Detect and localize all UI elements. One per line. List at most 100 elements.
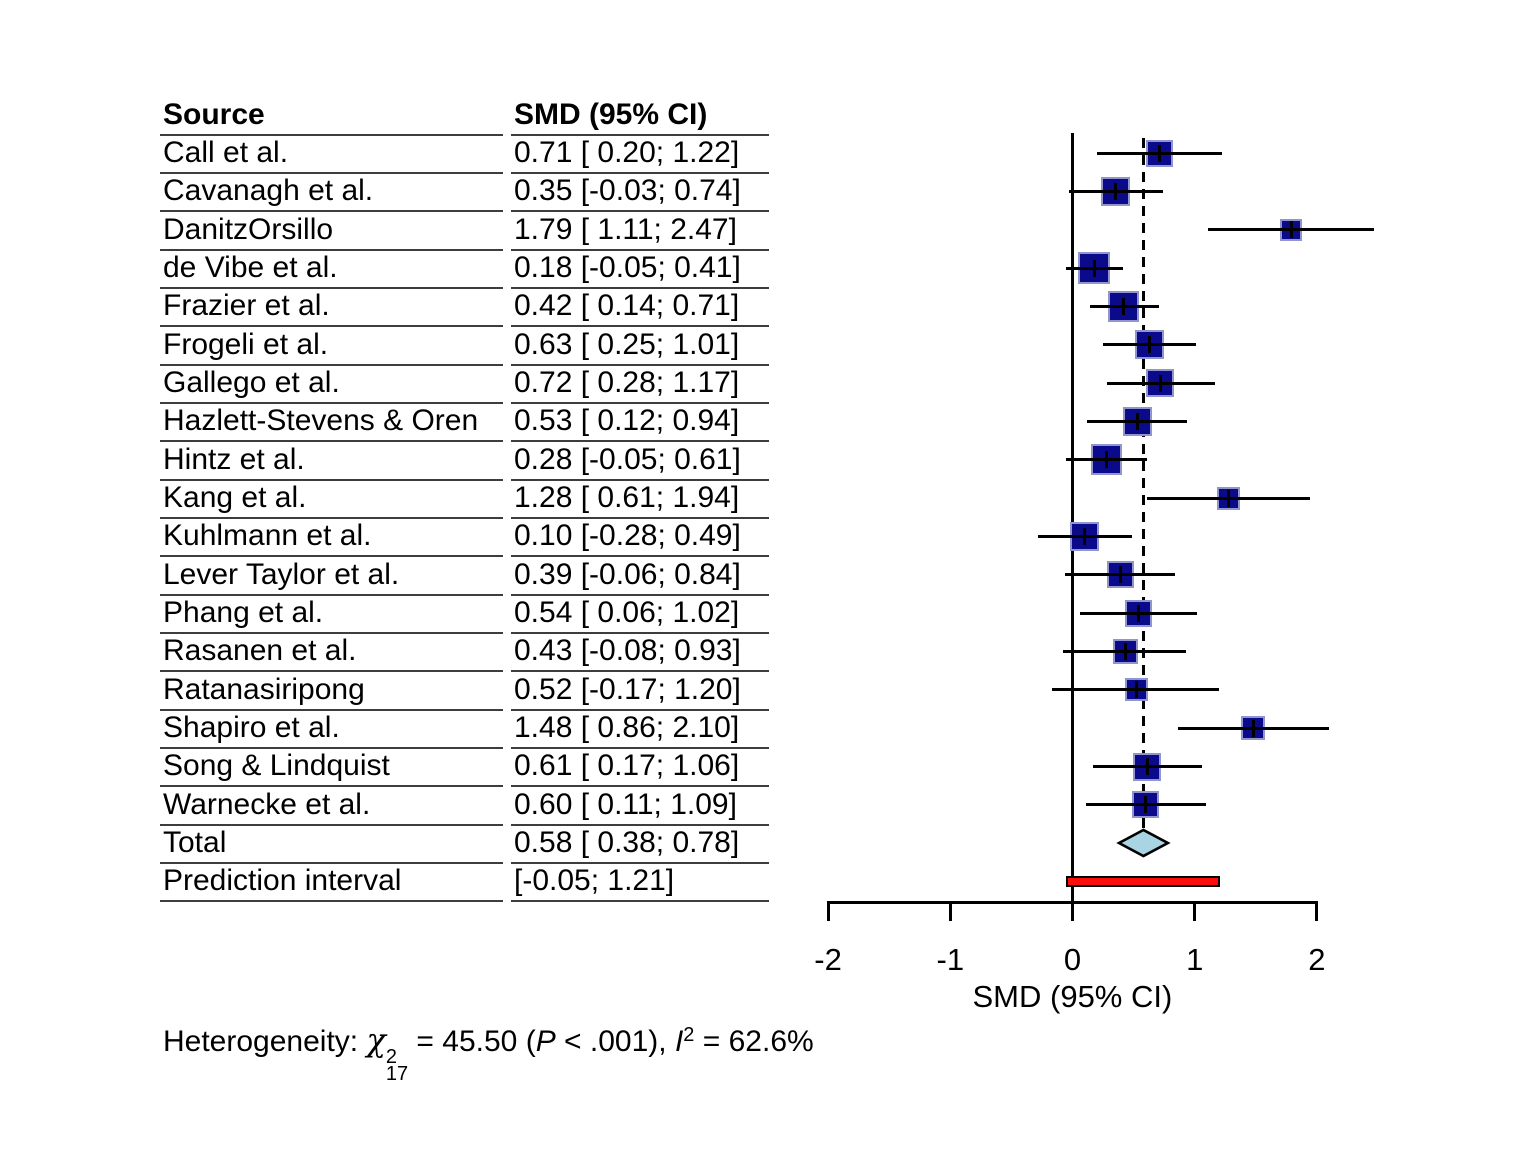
table-row: Cavanagh et al. 0.35 [-0.03; 0.74]	[160, 172, 772, 213]
prediction-interval-bar	[1066, 876, 1221, 888]
source-cell: Song & Lindquist	[160, 747, 503, 788]
chi-value: = 45.50 (	[408, 1025, 536, 1058]
table-row: Song & Lindquist 0.61 [ 0.17; 1.06]	[160, 747, 772, 788]
point-estimate-tick	[1105, 451, 1109, 469]
smd-cell: 0.53 [ 0.12; 0.94]	[511, 402, 769, 443]
table-row: Rasanen et al. 0.43 [-0.08; 0.93]	[160, 632, 772, 673]
heterogeneity-note: Heterogeneity: χ 2 17 = 45.50 (P < .001), …	[163, 1016, 814, 1085]
table-row: Ratanasiripong 0.52 [-0.17; 1.20]	[160, 671, 772, 711]
source-cell: Shapiro et al.	[160, 709, 503, 750]
point-estimate-tick	[1113, 183, 1117, 201]
table-row: Call et al. 0.71 [ 0.20; 1.22]	[160, 134, 772, 175]
heterogeneity-prefix: Heterogeneity:	[163, 1025, 367, 1058]
smd-cell: 0.72 [ 0.28; 1.17]	[511, 364, 769, 405]
point-estimate-tick	[1145, 758, 1149, 776]
x-tick-label: -2	[814, 942, 842, 977]
source-cell: Ratanasiripong	[160, 671, 503, 711]
table-row: Kuhlmann et al. 0.10 [-0.28; 0.49]	[160, 517, 772, 558]
smd-cell: 0.58 [ 0.38; 0.78]	[511, 824, 769, 865]
table-row: Shapiro et al. 1.48 [ 0.86; 2.10]	[160, 709, 772, 750]
chi-sup-sub: 2 17	[385, 1046, 409, 1085]
smd-cell: 1.48 [ 0.86; 2.10]	[511, 709, 769, 750]
smd-cell: 0.54 [ 0.06; 1.02]	[511, 594, 769, 635]
table-row: de Vibe et al. 0.18 [-0.05; 0.41]	[160, 249, 772, 290]
smd-cell: 0.28 [-0.05; 0.61]	[511, 441, 769, 481]
smd-cell: 0.43 [-0.08; 0.93]	[511, 632, 769, 673]
source-cell: de Vibe et al.	[160, 249, 503, 290]
source-cell: Frazier et al.	[160, 287, 503, 328]
x-axis-title: SMD (95% CI)	[972, 979, 1173, 1014]
i-squared-sup: 2	[683, 1024, 695, 1046]
smd-header: SMD (95% CI)	[511, 96, 769, 136]
point-estimate-tick	[1147, 336, 1151, 354]
i-squared-value: = 62.6%	[694, 1025, 814, 1058]
x-axis-tick	[1315, 902, 1319, 921]
source-cell: Call et al.	[160, 134, 503, 175]
smd-cell: 0.10 [-0.28; 0.49]	[511, 517, 769, 558]
table-row: Hintz et al. 0.28 [-0.05; 0.61]	[160, 441, 772, 481]
source-cell: Phang et al.	[160, 594, 503, 635]
p-value: < .001),	[555, 1025, 675, 1058]
smd-cell: 0.61 [ 0.17; 1.06]	[511, 747, 769, 788]
table-row: Lever Taylor et al. 0.39 [-0.06; 0.84]	[160, 556, 772, 596]
source-cell: Hazlett-Stevens & Oren	[160, 402, 503, 443]
table-row: Frazier et al. 0.42 [ 0.14; 0.71]	[160, 287, 772, 328]
point-estimate-tick	[1135, 413, 1139, 431]
smd-cell: 0.18 [-0.05; 0.41]	[511, 249, 769, 290]
point-estimate-tick	[1136, 604, 1140, 622]
total-diamond-shape	[1116, 828, 1171, 858]
source-cell: Prediction interval	[160, 862, 503, 903]
x-axis-tick	[826, 902, 830, 921]
point-estimate-tick	[1157, 144, 1161, 162]
smd-cell: 0.60 [ 0.11; 1.09]	[511, 786, 769, 826]
point-estimate-tick	[1227, 489, 1231, 507]
smd-cell: 0.39 [-0.06; 0.84]	[511, 556, 769, 596]
source-cell: Warnecke et al.	[160, 786, 503, 826]
x-axis-tick	[1193, 902, 1197, 921]
x-tick-label: 2	[1308, 942, 1326, 977]
chi-symbol: χ	[366, 1021, 386, 1059]
x-axis-tick	[948, 902, 952, 921]
table-row: Warnecke et al. 0.60 [ 0.11; 1.09]	[160, 786, 772, 826]
total-diamond	[1116, 828, 1171, 858]
table-row: Gallego et al. 0.72 [ 0.28; 1.17]	[160, 364, 772, 405]
source-cell: Hintz et al.	[160, 441, 503, 481]
x-tick-label: -1	[936, 942, 965, 977]
table-row: Total 0.58 [ 0.38; 0.78]	[160, 824, 772, 865]
table-row: Kang et al. 1.28 [ 0.61; 1.94]	[160, 479, 772, 520]
table-row: Prediction interval [-0.05; 1.21]	[160, 862, 772, 903]
x-tick-label: 0	[1063, 942, 1082, 977]
point-estimate-tick	[1289, 221, 1293, 239]
point-estimate-tick	[1251, 719, 1255, 737]
source-cell: DanitzOrsillo	[160, 211, 503, 251]
table-header-row: Source SMD (95% CI)	[160, 96, 772, 136]
i-squared-label: I	[674, 1025, 684, 1058]
point-estimate-tick	[1118, 566, 1122, 584]
point-estimate-tick	[1123, 643, 1127, 661]
overall-effect-dashed-line	[1141, 138, 1145, 829]
smd-cell: 0.52 [-0.17; 1.20]	[511, 671, 769, 711]
source-cell: Kang et al.	[160, 479, 503, 520]
point-estimate-tick	[1083, 528, 1087, 546]
x-tick-label: 1	[1186, 942, 1204, 977]
source-header: Source	[160, 96, 503, 136]
point-estimate-tick	[1144, 796, 1148, 814]
smd-cell: 1.79 [ 1.11; 2.47]	[511, 211, 769, 251]
source-cell: Kuhlmann et al.	[160, 517, 503, 558]
x-axis-tick	[1071, 902, 1074, 921]
point-estimate-tick	[1092, 259, 1096, 277]
source-cell: Lever Taylor et al.	[160, 556, 503, 596]
smd-cell: 0.63 [ 0.25; 1.01]	[511, 326, 769, 366]
point-estimate-tick	[1134, 681, 1138, 699]
source-cell: Cavanagh et al.	[160, 172, 503, 213]
table-row: DanitzOrsillo 1.79 [ 1.11; 2.47]	[160, 211, 772, 251]
source-cell: Gallego et al.	[160, 364, 503, 405]
p-label: P	[535, 1025, 556, 1058]
smd-cell: 0.71 [ 0.20; 1.22]	[511, 134, 769, 175]
smd-cell: 0.42 [ 0.14; 0.71]	[511, 287, 769, 328]
table-row: Phang et al. 0.54 [ 0.06; 1.02]	[160, 594, 772, 635]
source-cell: Rasanen et al.	[160, 632, 503, 673]
source-cell: Frogeli et al.	[160, 326, 503, 366]
point-estimate-tick	[1158, 374, 1162, 392]
